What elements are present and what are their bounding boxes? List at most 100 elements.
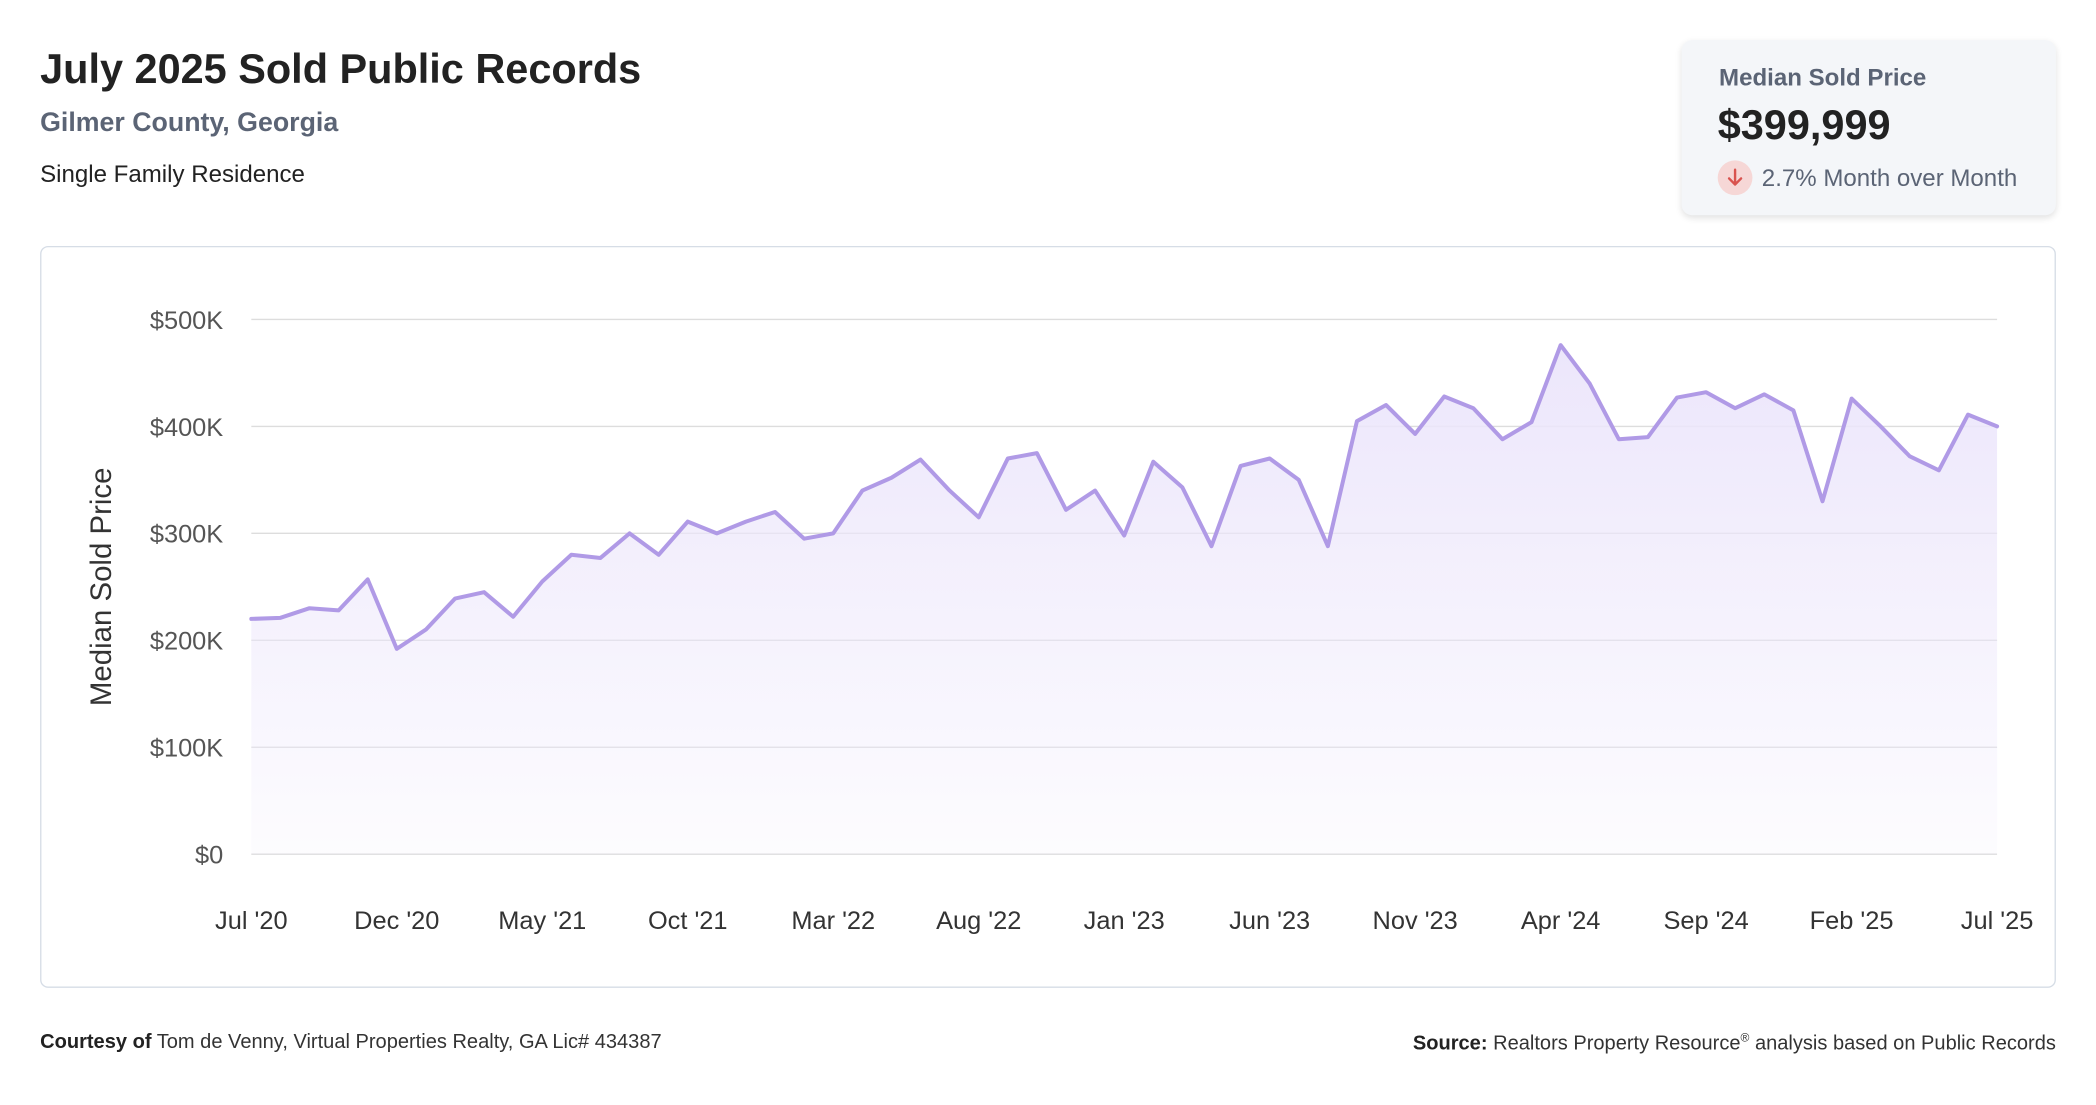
median-price-chart: $0 $100K $200K $300K $400K $500K Median Sold P… bbox=[85, 307, 2034, 935]
y-tick-label: $500K bbox=[150, 307, 223, 335]
series-line bbox=[249, 343, 2000, 651]
data-point bbox=[395, 647, 399, 651]
data-point bbox=[1937, 468, 1941, 472]
x-tick-label: Nov '23 bbox=[1373, 907, 1458, 935]
data-point bbox=[1500, 437, 1504, 441]
data-point bbox=[802, 537, 806, 541]
data-point bbox=[1239, 464, 1243, 468]
data-point bbox=[1035, 451, 1039, 455]
data-point bbox=[860, 489, 864, 493]
y-tick-label: $400K bbox=[150, 414, 223, 442]
chart-container: $0 $100K $200K $300K $400K $500K Median Sold P… bbox=[40, 245, 2056, 988]
data-point bbox=[337, 608, 341, 612]
data-point bbox=[278, 616, 282, 620]
data-point bbox=[540, 579, 544, 583]
source-text: Realtors Property Resource bbox=[1493, 1031, 1741, 1055]
page-title: July 2025 Sold Public Records bbox=[40, 45, 642, 93]
x-tick-label: Mar '22 bbox=[791, 907, 875, 935]
data-point bbox=[744, 520, 748, 524]
y-tick-label: $100K bbox=[150, 735, 223, 763]
data-point bbox=[686, 520, 690, 524]
data-point bbox=[1995, 424, 1999, 428]
y-tick-label: $200K bbox=[150, 628, 223, 656]
card-label: Median Sold Price bbox=[1719, 64, 1927, 91]
data-point bbox=[1180, 485, 1184, 489]
data-point bbox=[1413, 432, 1417, 436]
courtesy-text: Tom de Venny, Virtual Properties Realty,… bbox=[156, 1030, 662, 1054]
x-tick-label: Apr '24 bbox=[1521, 907, 1601, 935]
courtesy-label: Courtesy of bbox=[40, 1030, 152, 1054]
data-point bbox=[366, 577, 370, 581]
data-point bbox=[453, 597, 457, 601]
data-point bbox=[831, 531, 835, 535]
x-tick-label: Jan '23 bbox=[1084, 907, 1165, 935]
data-point bbox=[1297, 478, 1301, 482]
data-point bbox=[1064, 508, 1068, 512]
data-point bbox=[773, 510, 777, 514]
source-label: Source: bbox=[1412, 1031, 1488, 1055]
data-point bbox=[1355, 419, 1359, 423]
data-point bbox=[1530, 420, 1534, 424]
data-point bbox=[1442, 394, 1446, 398]
data-point bbox=[1675, 396, 1679, 400]
data-point bbox=[1588, 382, 1592, 386]
x-tick-label: Sep '24 bbox=[1663, 907, 1748, 935]
data-point bbox=[1559, 343, 1563, 347]
source-text-2: analysis based on Public Records bbox=[1754, 1031, 2056, 1055]
data-point bbox=[569, 553, 573, 557]
data-point bbox=[1908, 454, 1912, 458]
change-text: 2.7% Month over Month bbox=[1761, 163, 2018, 191]
property-type: Single Family Residence bbox=[40, 160, 305, 188]
data-point bbox=[1151, 460, 1155, 464]
data-point bbox=[715, 531, 719, 535]
data-point bbox=[1093, 489, 1097, 493]
data-point bbox=[1209, 544, 1213, 548]
card-change: 2.7% Month over Month bbox=[1717, 160, 2018, 196]
data-point bbox=[511, 615, 515, 619]
data-point bbox=[424, 628, 428, 632]
data-point bbox=[1646, 435, 1650, 439]
data-point bbox=[1384, 403, 1388, 407]
data-point bbox=[1268, 456, 1272, 460]
location-subtitle: Gilmer County, Georgia bbox=[40, 108, 339, 138]
y-tick-label: $0 bbox=[195, 842, 223, 870]
card-value: $399,999 bbox=[1717, 101, 1891, 149]
x-tick-label: Oct '21 bbox=[648, 907, 728, 935]
data-point bbox=[1471, 406, 1475, 410]
x-tick-label: Aug '22 bbox=[936, 907, 1021, 935]
data-point bbox=[598, 556, 602, 560]
series-area bbox=[251, 345, 1998, 855]
data-point bbox=[1850, 397, 1854, 401]
data-point bbox=[1966, 413, 1970, 417]
data-point bbox=[482, 590, 486, 594]
courtesy-footer: Courtesy of Tom de Venny, Virtual Proper… bbox=[40, 1031, 662, 1054]
data-point bbox=[919, 458, 923, 462]
source-footer: Source: Realtors Property Resource® anal… bbox=[1413, 1031, 2056, 1055]
data-point bbox=[1326, 544, 1330, 548]
data-point bbox=[948, 489, 952, 493]
y-axis-label: Median Sold Price bbox=[85, 468, 118, 707]
data-point bbox=[1791, 408, 1795, 412]
registered-mark: ® bbox=[1740, 1030, 1750, 1044]
median-price-card: Median Sold Price $399,999 2.7% Month ov… bbox=[1681, 40, 2056, 216]
data-point bbox=[1820, 499, 1824, 503]
data-point bbox=[1617, 437, 1621, 441]
y-tick-label: $300K bbox=[150, 521, 223, 549]
data-point bbox=[1122, 533, 1126, 537]
arrow-down-icon bbox=[1717, 160, 1753, 196]
data-point bbox=[977, 515, 981, 519]
data-point bbox=[628, 531, 632, 535]
data-point bbox=[1762, 392, 1766, 396]
x-tick-label: Jun '23 bbox=[1229, 907, 1310, 935]
data-point bbox=[249, 617, 253, 621]
x-tick-label: Feb '25 bbox=[1810, 907, 1894, 935]
data-point bbox=[1733, 406, 1737, 410]
x-tick-label: Dec '20 bbox=[354, 907, 439, 935]
data-point bbox=[889, 476, 893, 480]
x-tick-label: May '21 bbox=[498, 907, 586, 935]
x-tick-label: Jul '25 bbox=[1961, 907, 2034, 935]
x-tick-label: Jul '20 bbox=[215, 907, 288, 935]
data-point bbox=[307, 606, 311, 610]
data-point bbox=[1704, 390, 1708, 394]
